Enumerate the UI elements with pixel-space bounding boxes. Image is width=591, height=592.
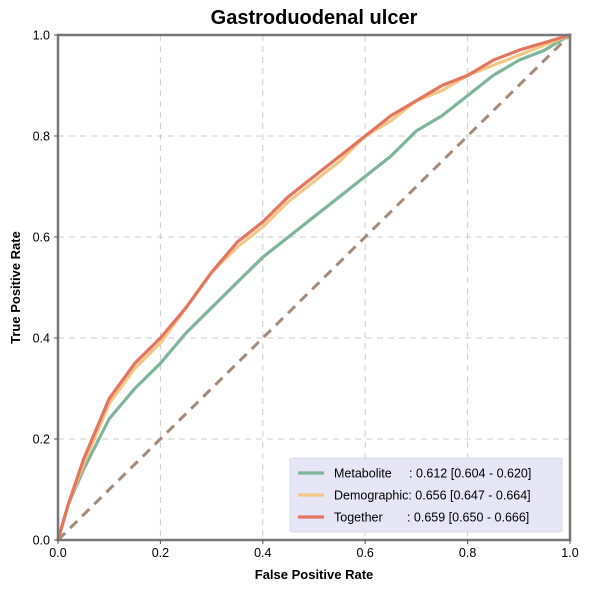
x-tick-label: 0.8 bbox=[459, 546, 476, 560]
x-axis-label: False Positive Rate bbox=[255, 567, 374, 582]
series-line-metabolite bbox=[56, 33, 572, 542]
tick-layer: 0.0 0.2 0.4 0.6 0.8 1.0 0.0 0.2 0.4 0.6 0.8 1.0 bbox=[33, 29, 579, 561]
y-tick-label: 0.6 bbox=[33, 231, 50, 245]
legend: Metabolite : 0.612 [0.604 - 0.620] Demogr… bbox=[289, 457, 563, 533]
grid bbox=[58, 35, 570, 540]
x-tick-label: 0.4 bbox=[254, 546, 271, 560]
legend-label-demographic: Demographic: 0.656 [0.647 - 0.664] bbox=[334, 489, 531, 503]
reference-diagonal-line bbox=[56, 33, 572, 542]
chart-title: Gastroduodenal ulcer bbox=[211, 7, 418, 29]
legend-label-together: Together : 0.659 [0.650 - 0.666] bbox=[334, 511, 529, 525]
x-tick-label: 0.2 bbox=[152, 546, 169, 560]
x-tick-label: 1.0 bbox=[561, 546, 578, 560]
series-layer bbox=[56, 33, 572, 542]
y-tick-label: 1.0 bbox=[33, 29, 50, 43]
y-tick-label: 0.2 bbox=[33, 433, 50, 447]
plot-frame bbox=[56, 33, 572, 542]
series-line-demographic bbox=[56, 33, 572, 542]
y-tick-label: 0.4 bbox=[33, 332, 50, 346]
reference-layer bbox=[56, 33, 572, 542]
series-line-together bbox=[56, 33, 572, 542]
x-tick-label: 0.6 bbox=[357, 546, 374, 560]
legend-label-metabolite: Metabolite : 0.612 [0.604 - 0.620] bbox=[334, 467, 531, 481]
y-tick-label: 0.0 bbox=[33, 534, 50, 548]
x-tick-label: 0.0 bbox=[49, 546, 66, 560]
legend-box bbox=[289, 457, 563, 533]
y-axis-label: True Positive Rate bbox=[8, 231, 23, 344]
y-tick-label: 0.8 bbox=[33, 130, 50, 144]
